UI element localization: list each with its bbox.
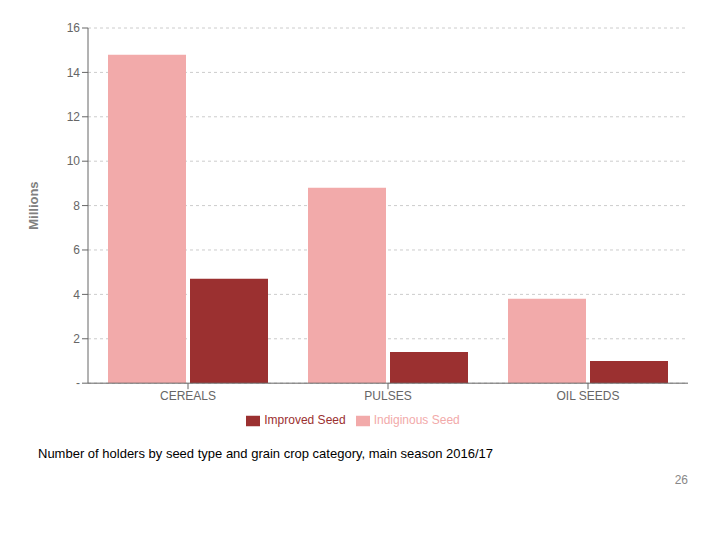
svg-text:Millions: Millions — [26, 181, 41, 229]
html-text:Improved Seed: Improved Seed — [264, 413, 346, 428]
svg-text:12: 12 — [67, 110, 81, 124]
html-text:Number of holders by seed type: Number of holders by seed type and grain… — [38, 446, 493, 461]
svg-text:OIL SEEDS: OIL SEEDS — [557, 389, 620, 403]
svg-text:PULSES: PULSES — [364, 389, 411, 403]
svg-text:14: 14 — [67, 66, 81, 80]
html-text:26: 26 — [674, 473, 688, 487]
svg-text:16: 16 — [67, 21, 81, 35]
svg-text:10: 10 — [67, 154, 81, 168]
svg-text:4: 4 — [73, 288, 80, 302]
svg-text:6: 6 — [73, 243, 80, 257]
svg-text:8: 8 — [73, 199, 80, 213]
svg-text:2: 2 — [73, 332, 80, 346]
html-text:Indiginous Seed: Indiginous Seed — [373, 413, 460, 428]
svg-text:-: - — [76, 376, 80, 390]
svg-text:CEREALS: CEREALS — [160, 389, 216, 403]
